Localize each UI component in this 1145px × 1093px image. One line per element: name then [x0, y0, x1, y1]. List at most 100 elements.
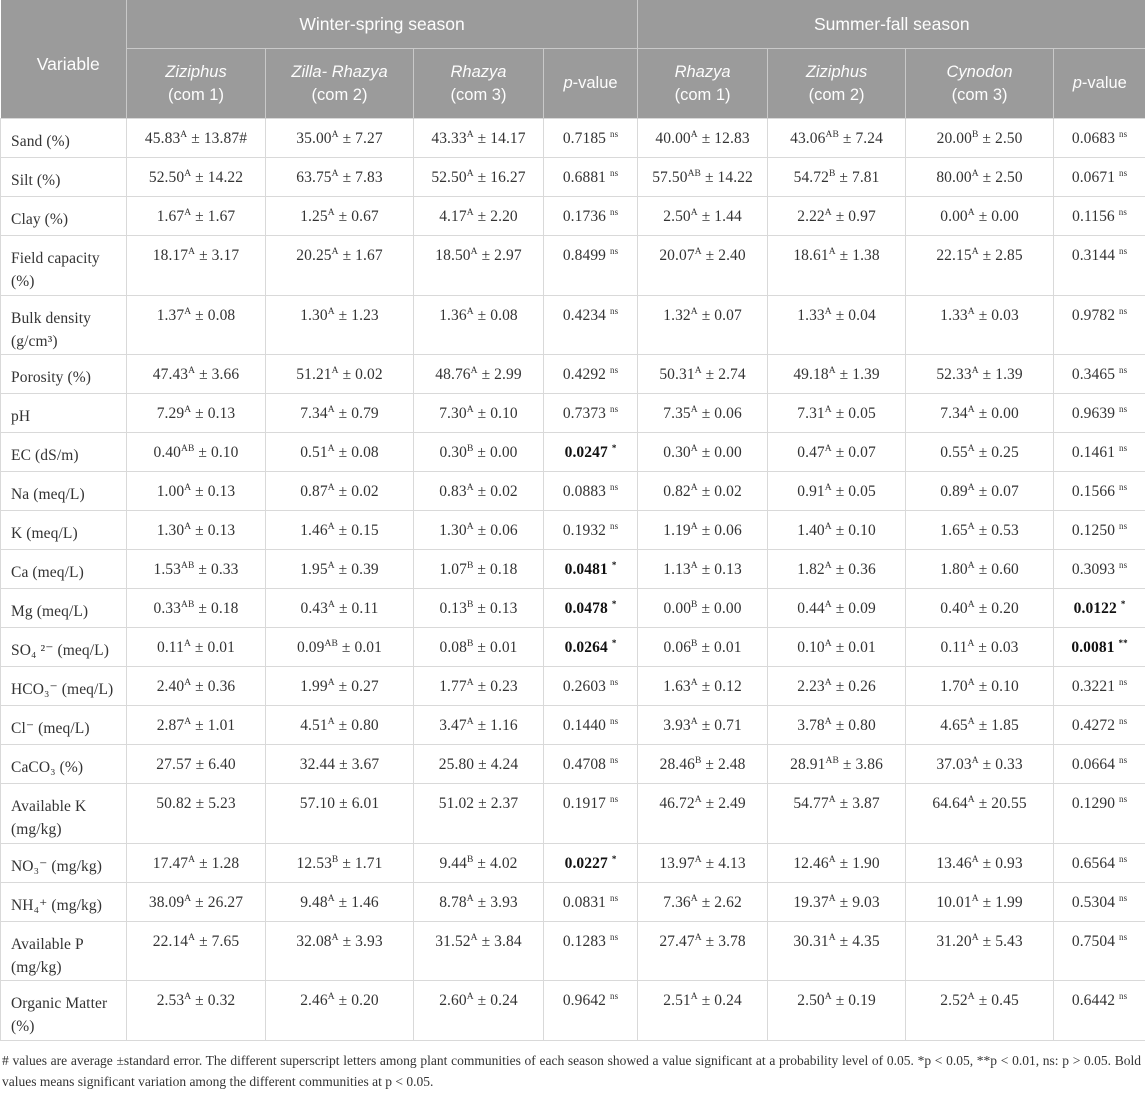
p-value-cell: 0.4272 ns: [1054, 706, 1145, 745]
value-cell: 3.78A ± 0.80: [768, 706, 906, 745]
variable-label: Mg (meq/L): [1, 589, 127, 628]
community-name: Ziziphus: [769, 61, 904, 83]
value-cell: 0.83A ± 0.02: [414, 472, 544, 511]
variable-label: Clay (%): [1, 197, 127, 236]
p-value-cell: 0.0247 *: [544, 433, 638, 472]
column-header-summer-com2: Ziziphus (com 2): [768, 49, 906, 119]
value-cell: 1.63A ± 0.12: [638, 667, 768, 706]
p-value-cell: 0.1932 ns: [544, 511, 638, 550]
table-header: Variable Winter-spring season Summer-fal…: [1, 0, 1145, 119]
value-cell: 1.67A ± 1.67: [127, 197, 266, 236]
value-cell: 0.00B ± 0.00: [638, 589, 768, 628]
value-cell: 1.07B ± 0.18: [414, 550, 544, 589]
variable-label: Field capacity (%): [1, 236, 127, 296]
p-value-cell: 0.1461 ns: [1054, 433, 1145, 472]
variable-label: NO₃⁻ (mg/kg): [1, 843, 127, 882]
value-cell: 0.44A ± 0.09: [768, 589, 906, 628]
value-cell: 47.43A ± 3.66: [127, 355, 266, 394]
value-cell: 0.43A ± 0.11: [266, 589, 414, 628]
value-cell: 0.09AB ± 0.01: [266, 628, 414, 667]
variable-label: Organic Matter (%): [1, 981, 127, 1041]
p-value-cell: 0.0081 **: [1054, 628, 1145, 667]
value-cell: 1.70A ± 0.10: [906, 667, 1054, 706]
value-cell: 52.50A ± 14.22: [127, 158, 266, 197]
value-cell: 1.30A ± 1.23: [266, 295, 414, 355]
value-cell: 2.46A ± 0.20: [266, 981, 414, 1041]
variable-label: Silt (%): [1, 158, 127, 197]
value-cell: 27.47A ± 3.78: [638, 921, 768, 981]
value-cell: 0.11A ± 0.03: [906, 628, 1054, 667]
value-cell: 2.51A ± 0.24: [638, 981, 768, 1041]
p-value-cell: 0.0122 *: [1054, 589, 1145, 628]
soil-properties-table: Variable Winter-spring season Summer-fal…: [0, 0, 1145, 1041]
column-header-winter-com3: Rhazya (com 3): [414, 49, 544, 119]
value-cell: 0.51A ± 0.08: [266, 433, 414, 472]
value-cell: 32.08A ± 3.93: [266, 921, 414, 981]
variable-label: Porosity (%): [1, 355, 127, 394]
pvalue-rest: -value: [1082, 74, 1127, 92]
value-cell: 1.19A ± 0.06: [638, 511, 768, 550]
value-cell: 9.48A ± 1.46: [266, 882, 414, 921]
value-cell: 28.46B ± 2.48: [638, 745, 768, 784]
p-value-cell: 0.0683 ns: [1054, 119, 1145, 158]
variable-label: NH₄⁺ (mg/kg): [1, 882, 127, 921]
value-cell: 7.35A ± 0.06: [638, 394, 768, 433]
p-value-cell: 0.9782 ns: [1054, 295, 1145, 355]
value-cell: 0.82A ± 0.02: [638, 472, 768, 511]
p-value-cell: 0.6442 ns: [1054, 981, 1145, 1041]
community-number: (com 1): [639, 84, 766, 106]
p-value-cell: 0.7373 ns: [544, 394, 638, 433]
value-cell: 0.00A ± 0.00: [906, 197, 1054, 236]
value-cell: 30.31A ± 4.35: [768, 921, 906, 981]
value-cell: 0.40AB ± 0.10: [127, 433, 266, 472]
value-cell: 19.37A ± 9.03: [768, 882, 906, 921]
p-value-cell: 0.0664 ns: [1054, 745, 1145, 784]
value-cell: 0.91A ± 0.05: [768, 472, 906, 511]
p-value-cell: 0.6881 ns: [544, 158, 638, 197]
value-cell: 1.40A ± 0.10: [768, 511, 906, 550]
value-cell: 9.44B ± 4.02: [414, 843, 544, 882]
value-cell: 7.36A ± 2.62: [638, 882, 768, 921]
column-header-winter-pvalue: p-value: [544, 49, 638, 119]
value-cell: 54.77A ± 3.87: [768, 784, 906, 844]
value-cell: 2.23A ± 0.26: [768, 667, 906, 706]
p-value-cell: 0.9639 ns: [1054, 394, 1145, 433]
p-value-cell: 0.3144 ns: [1054, 236, 1145, 296]
variable-label: EC (dS/m): [1, 433, 127, 472]
value-cell: 1.30A ± 0.06: [414, 511, 544, 550]
variable-label: K (meq/L): [1, 511, 127, 550]
variable-label: Cl⁻ (meq/L): [1, 706, 127, 745]
value-cell: 27.57 ± 6.40: [127, 745, 266, 784]
value-cell: 1.53AB ± 0.33: [127, 550, 266, 589]
variable-label: Sand (%): [1, 119, 127, 158]
value-cell: 63.75A ± 7.83: [266, 158, 414, 197]
p-value-cell: 0.3221 ns: [1054, 667, 1145, 706]
value-cell: 1.00A ± 0.13: [127, 472, 266, 511]
community-name: Zilla- Rhazya: [267, 61, 412, 83]
value-cell: 1.32A ± 0.07: [638, 295, 768, 355]
value-cell: 2.50A ± 1.44: [638, 197, 768, 236]
value-cell: 46.72A ± 2.49: [638, 784, 768, 844]
value-cell: 0.47A ± 0.07: [768, 433, 906, 472]
value-cell: 7.29A ± 0.13: [127, 394, 266, 433]
value-cell: 10.01A ± 1.99: [906, 882, 1054, 921]
p-value-cell: 0.7185 ns: [544, 119, 638, 158]
season-header-summer: Summer-fall season: [638, 0, 1145, 49]
value-cell: 18.50A ± 2.97: [414, 236, 544, 296]
community-header-row: Ziziphus (com 1) Zilla- Rhazya (com 2) R…: [1, 49, 1145, 119]
value-cell: 51.21A ± 0.02: [266, 355, 414, 394]
value-cell: 1.33A ± 0.04: [768, 295, 906, 355]
value-cell: 18.61A ± 1.38: [768, 236, 906, 296]
